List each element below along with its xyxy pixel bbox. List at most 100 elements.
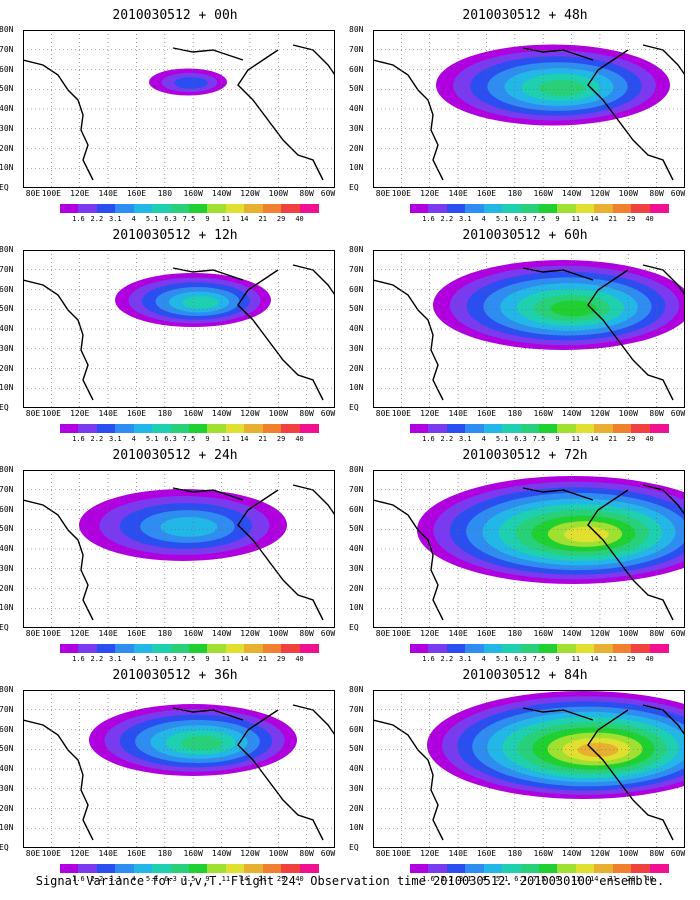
latitude-label: 50N [0,524,14,534]
longitude-label: 180 [507,409,523,418]
colorbar-value: 1.6 [422,655,435,663]
longitude-label: 160E [476,849,497,858]
latitude-label: 40N [0,544,14,553]
latitude-label: 10N [349,383,364,393]
longitude-label: 120W [240,629,260,638]
colorbar-value: 2.2 [90,875,104,883]
colorbar-segment [299,644,319,653]
longitude-label: 60W [670,849,686,858]
latitude-label: 50N [0,304,14,314]
variance-contour [538,79,586,97]
colorbar-segment [446,204,466,213]
colorbar-value: 7.5 [532,435,546,443]
latitude-label: 10N [0,603,14,613]
colorbar-segment [78,424,98,433]
latitude-label: EQ [0,183,9,192]
longitude-label: 160E [476,409,497,418]
colorbar-value: 14 [240,875,249,883]
colorbar-segment [225,864,245,873]
variance-map [23,30,335,188]
longitude-label: 60W [670,189,686,198]
longitude-label: 60W [670,629,686,638]
latitude-label: 70N [349,264,364,274]
colorbar-value: 14 [240,435,249,443]
longitude-label: 100E [391,629,411,638]
latitude-label: 80N [349,685,364,694]
colorbar-segment [520,204,540,213]
longitude-label: 120E [420,189,440,198]
longitude-label: 160W [183,849,203,858]
latitude-label: 60N [349,284,364,294]
variance-contour [182,296,219,309]
colorbar-value: 6.3 [164,435,177,443]
longitude-label: 160E [476,629,497,638]
colorbar-segment [207,864,227,873]
longitude-label: 140E [448,409,468,418]
colorbar-value: 40 [295,435,304,443]
colorbar-segment [649,644,669,653]
colorbar-value: 2.2 [440,655,454,663]
colorbar-value: 3.1 [108,215,122,223]
colorbar-segment [446,644,466,653]
colorbar-segment [520,644,540,653]
colorbar-value: 5.1 [145,215,159,223]
colorbar-value: 40 [645,655,654,663]
coastline [373,264,685,401]
colorbar-segment [207,644,227,653]
longitude-label: 100W [268,409,288,418]
forecast-panel: 2010030512 + 36h 80N 70N 60N 50N 40N 30N 20N 10N… [0,668,345,883]
colorbar-value: 9 [205,875,210,883]
colorbar-value: 4 [131,875,136,883]
latitude-label: 30N [349,783,364,793]
colorbar-segment [631,864,651,873]
colorbar-value: 5.1 [495,655,509,663]
longitude-label: 100W [268,849,288,858]
latitude-label: 40N [0,104,14,113]
colorbar-segment [649,864,669,873]
colorbar-segment [539,864,558,873]
coastline [373,44,685,181]
latitude-label: 50N [349,524,364,534]
variance-contour [577,742,619,758]
colorbar-segment [133,644,153,653]
longitude-label: 100E [391,849,411,858]
colorbar-segment [299,204,319,213]
longitude-label: 100E [41,189,61,198]
colorbar-value: 4 [481,655,486,663]
latitude-label: 60N [0,284,14,294]
colorbar-value: 3.1 [458,655,472,663]
colorbar-value: 3.1 [108,875,122,883]
colorbar-segment [115,864,135,873]
colorbar-value: 5.1 [495,215,509,223]
longitude-label: 60W [320,189,336,198]
latitude-label: EQ [349,843,359,852]
latitude-label: 10N [0,163,14,173]
forecast-panel: 2010030512 + 60h 80N 70N 60N 50N 40N 30N 20N 10N… [349,228,695,443]
longitude-label: 80W [299,189,314,198]
colorbar-segment [575,644,595,653]
colorbar-value: 14 [590,655,599,663]
colorbar-value: 21 [608,655,617,663]
colorbar-value: 11 [221,215,231,223]
longitude-label: 140E [98,849,118,858]
colorbar-segment [483,204,503,213]
latitude-label: EQ [0,403,9,412]
colorbar-value: 2.2 [440,435,454,443]
colorbar-value: 9 [555,875,560,883]
colorbar-value: 2.2 [440,215,454,223]
colorbar-segment [557,864,577,873]
colorbar-value: 29 [276,655,286,663]
latitude-label: 20N [0,363,14,373]
longitude-label: 80E [25,849,41,858]
latitude-label: 50N [349,84,364,94]
colorbar-segment [281,204,301,213]
colorbar-segment [575,204,595,213]
longitude-label: 140W [561,189,582,198]
latitude-label: 30N [349,563,364,573]
latitude-label: 40N [349,324,364,333]
colorbar-value: 5.1 [145,875,159,883]
colorbar-value: 5.1 [495,435,509,443]
colorbar-segment [152,644,172,653]
colorbar-value: 4 [481,875,486,883]
colorbar-segment [502,424,522,433]
